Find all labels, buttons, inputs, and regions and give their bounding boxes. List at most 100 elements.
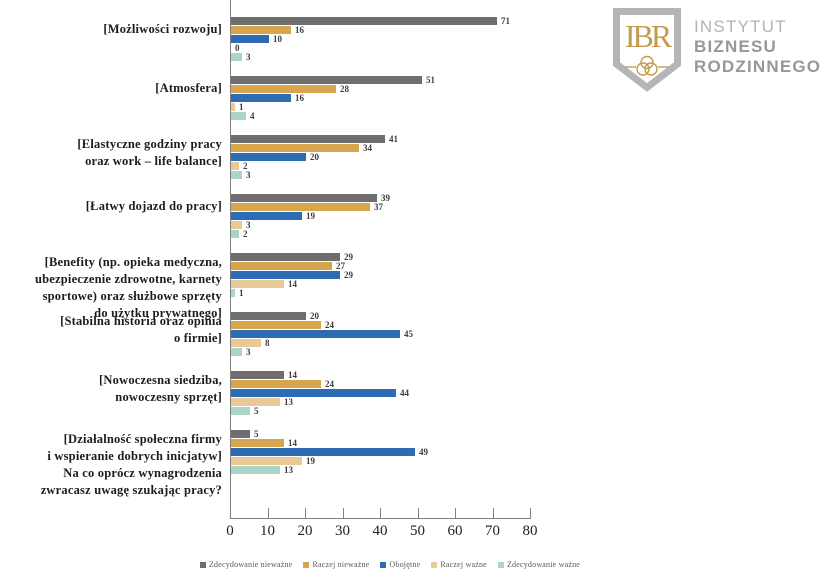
- x-tick: [267, 508, 269, 518]
- bar-value-label: 44: [400, 388, 409, 398]
- bar: [231, 371, 284, 379]
- legend-item: Raczej nieważne: [303, 560, 369, 569]
- bar: [231, 230, 239, 238]
- bar-value-label: 19: [306, 456, 315, 466]
- bar: [231, 253, 340, 261]
- category-label-line: zwracasz uwagę szukając pracy?: [40, 483, 222, 497]
- bar: [231, 321, 321, 329]
- legend-marker: [431, 561, 438, 568]
- bar: [231, 339, 261, 347]
- category-label-line: sportowe) oraz służbowe sprzęty: [42, 289, 222, 303]
- bar: [231, 203, 370, 211]
- bar: [231, 398, 280, 406]
- bar-value-label: 19: [306, 211, 315, 221]
- bar-value-label: 3: [246, 170, 251, 180]
- bar: [231, 330, 400, 338]
- legend-label: Zdecydowanie ważne: [506, 560, 581, 569]
- bar-value-label: 8: [265, 338, 270, 348]
- category-label: [Stabilna historia oraz opinia o firmie]: [0, 313, 222, 347]
- bar: [231, 35, 269, 43]
- bar: [231, 448, 415, 456]
- category-label-line: [Stabilna historia oraz opinia: [60, 314, 222, 328]
- bar-value-label: 10: [273, 34, 282, 44]
- bar: [231, 380, 321, 388]
- legend-item: Zdecydowanie ważne: [497, 560, 581, 569]
- x-tick: [380, 508, 381, 518]
- x-tick-label: 10: [260, 523, 275, 539]
- bar: [231, 430, 250, 438]
- bar-value-label: 4: [250, 111, 255, 121]
- bar: [231, 348, 242, 356]
- x-tick: [417, 508, 419, 518]
- x-tick: [455, 508, 456, 518]
- bar-value-label: 16: [295, 25, 304, 35]
- legend: Zdecydowanie nieważne Raczej nieważne Oboj…: [80, 560, 700, 569]
- category-label: [Nowoczesna siedziba, nowoczesny sprzęt]: [0, 372, 222, 406]
- bar-value-label: 45: [404, 329, 413, 339]
- logo-emblem-icon: [625, 55, 669, 76]
- bar-value-label: 29: [344, 270, 353, 280]
- bar: [231, 271, 340, 279]
- x-tick-label: 80: [522, 523, 538, 539]
- legend-item: Obojętne: [380, 560, 420, 569]
- category-label-line: o firmie]: [174, 331, 222, 345]
- bar-value-label: 14: [288, 438, 297, 448]
- bar: [231, 85, 336, 93]
- bar: [231, 94, 291, 102]
- category-label-line: [Działalność społeczna firmy: [63, 432, 222, 446]
- bar: [231, 280, 284, 288]
- bar-value-label: 39: [381, 193, 390, 203]
- bar-value-label: 3: [246, 52, 251, 62]
- x-tick: [230, 508, 231, 518]
- bar-value-label: 0: [235, 43, 240, 53]
- bar-value-label: 2: [243, 161, 248, 171]
- bar-value-label: 3: [246, 347, 251, 357]
- logo-org-name: INSTYTUT BIZNESU RODZINNEGO: [694, 17, 821, 77]
- x-tick: [492, 508, 494, 518]
- bar: [231, 26, 291, 34]
- category-label: [Elastyczne godziny pracy oraz work – lif…: [0, 136, 222, 170]
- bar-value-label: 16: [295, 93, 304, 103]
- legend-marker: [303, 561, 310, 568]
- category-label: [Łatwy dojazd do pracy]: [0, 198, 222, 215]
- bar: [231, 112, 246, 120]
- bar-value-label: 28: [340, 84, 349, 94]
- bar: [231, 221, 242, 229]
- bar: [231, 153, 306, 161]
- legend-item: Zdecydowanie nieważne: [199, 560, 293, 569]
- bar-value-label: 3: [246, 220, 251, 230]
- x-tick-label: 40: [372, 523, 388, 539]
- bar: [231, 312, 306, 320]
- bar: [231, 76, 422, 84]
- bar: [231, 262, 332, 270]
- legend-item: Raczej ważne: [431, 560, 487, 569]
- logo-shield-icon: IBR: [613, 8, 681, 92]
- category-label-line: [Atmosfera]: [155, 81, 222, 95]
- category-label-line: i wspieranie dobrych inicjatyw]: [47, 449, 222, 463]
- bar-value-label: 71: [501, 16, 510, 26]
- x-axis: [230, 518, 531, 519]
- x-tick-label: 20: [297, 523, 313, 539]
- bar: [231, 407, 250, 415]
- category-label: [Działalność społeczna firmy i wspieranie…: [0, 431, 222, 499]
- bar: [231, 53, 242, 61]
- x-tick-label: 0: [226, 523, 234, 539]
- bar: [231, 457, 302, 465]
- legend-marker: [497, 561, 504, 568]
- bar: [231, 171, 242, 179]
- bar-value-label: 20: [310, 311, 319, 321]
- bar-value-label: 37: [374, 202, 383, 212]
- bar: [231, 466, 280, 474]
- logo-org-line: INSTYTUT: [694, 17, 787, 36]
- x-tick-label: 50: [410, 523, 425, 539]
- bar-value-label: 27: [336, 261, 345, 271]
- bar-value-label: 13: [284, 397, 293, 407]
- category-label: [Możliwości rozwoju]: [0, 21, 222, 38]
- bar: [231, 289, 235, 297]
- bar-value-label: 1: [239, 102, 244, 112]
- legend-label: Obojętne: [389, 560, 421, 569]
- bar: [231, 103, 235, 111]
- category-label-line: [Możliwości rozwoju]: [103, 22, 222, 36]
